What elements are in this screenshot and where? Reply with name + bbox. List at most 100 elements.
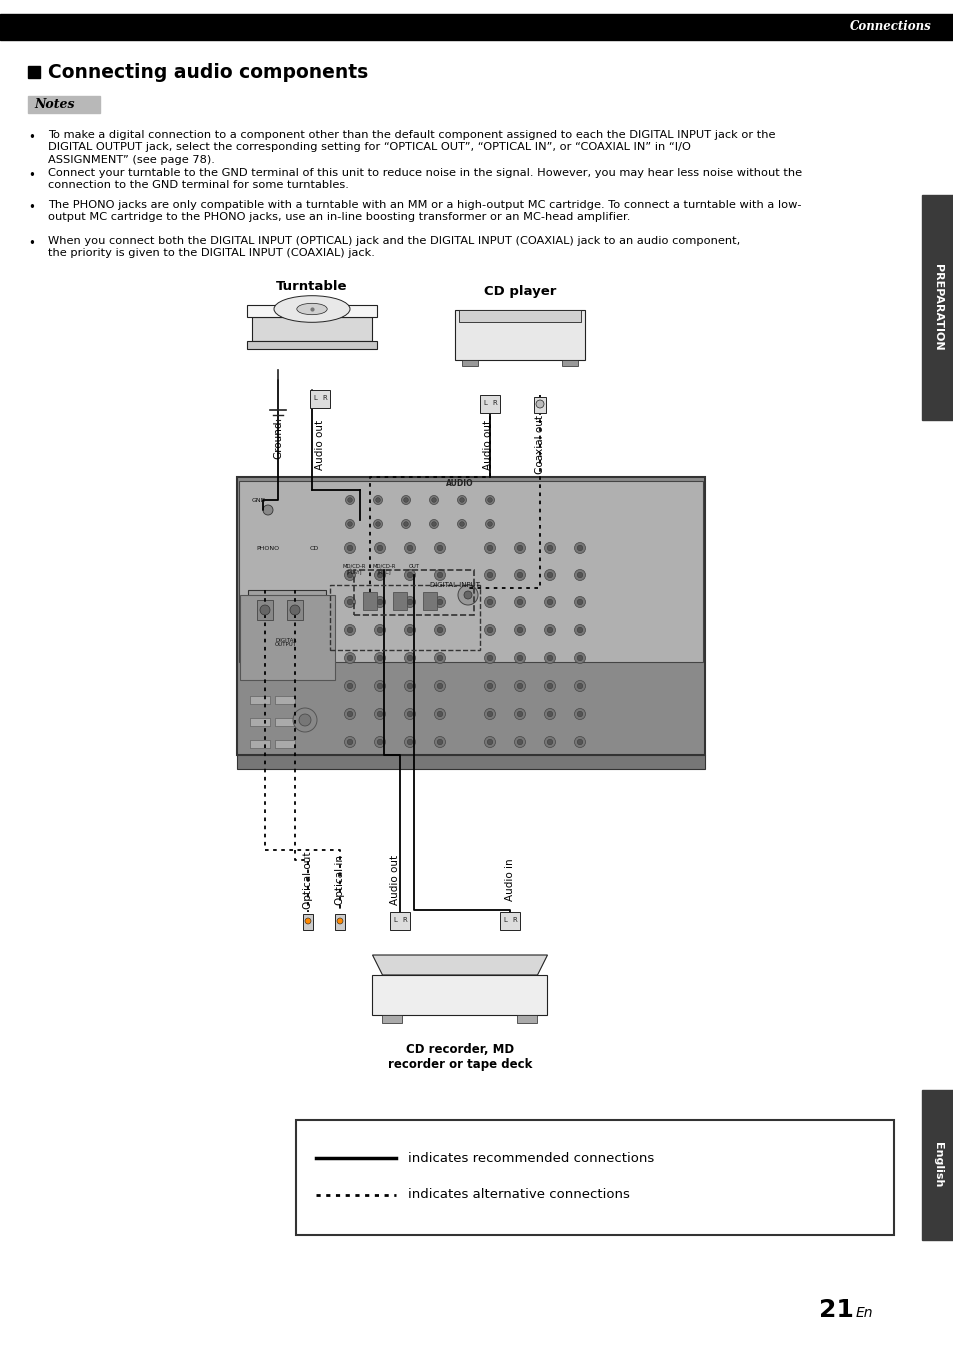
Circle shape [407, 655, 413, 661]
Text: CD player: CD player [483, 284, 556, 298]
Circle shape [517, 739, 522, 744]
Circle shape [263, 506, 273, 515]
Bar [252, 317, 372, 341]
Circle shape [459, 497, 464, 503]
Circle shape [514, 681, 525, 692]
Text: R: R [322, 395, 327, 400]
Circle shape [577, 712, 582, 717]
Circle shape [344, 709, 355, 720]
Circle shape [404, 709, 416, 720]
Circle shape [514, 736, 525, 748]
Bar [561, 360, 578, 367]
Circle shape [457, 496, 466, 504]
Circle shape [487, 497, 492, 503]
Circle shape [487, 627, 493, 632]
Circle shape [547, 573, 552, 578]
Text: OUTPUT: OUTPUT [274, 643, 296, 647]
Circle shape [344, 624, 355, 635]
Text: PREPARATION: PREPARATION [932, 264, 942, 350]
Circle shape [574, 736, 585, 748]
Text: R: R [402, 917, 407, 923]
Text: R: R [512, 917, 517, 923]
Circle shape [260, 605, 270, 615]
Bar [239, 481, 702, 662]
Bar [28, 96, 100, 113]
Circle shape [376, 600, 382, 605]
Circle shape [344, 736, 355, 748]
Circle shape [344, 652, 355, 663]
Circle shape [544, 624, 555, 635]
Circle shape [401, 519, 410, 528]
Text: Audio out: Audio out [482, 421, 493, 470]
Circle shape [375, 652, 385, 663]
Text: Audio out: Audio out [390, 855, 399, 905]
Circle shape [536, 400, 543, 408]
Circle shape [436, 683, 442, 689]
Circle shape [484, 624, 495, 635]
Circle shape [290, 605, 299, 615]
Circle shape [407, 683, 413, 689]
Circle shape [436, 600, 442, 605]
Text: When you connect both the DIGITAL INPUT (OPTICAL) jack and the DIGITAL INPUT (CO: When you connect both the DIGITAL INPUT … [48, 236, 740, 259]
Circle shape [434, 542, 445, 554]
Circle shape [348, 497, 352, 503]
Circle shape [434, 736, 445, 748]
Circle shape [434, 681, 445, 692]
Circle shape [404, 597, 416, 608]
Circle shape [457, 585, 477, 605]
Circle shape [574, 681, 585, 692]
Text: AUDIO: AUDIO [446, 480, 474, 488]
Text: English: English [932, 1142, 942, 1188]
Circle shape [487, 545, 493, 551]
Text: MD/CD-R: MD/CD-R [342, 563, 365, 569]
Circle shape [347, 573, 353, 578]
Circle shape [517, 627, 522, 632]
Circle shape [487, 683, 493, 689]
Circle shape [407, 600, 413, 605]
Circle shape [544, 736, 555, 748]
Circle shape [344, 569, 355, 581]
Bar [247, 341, 376, 349]
Text: DIGITAL INPUT: DIGITAL INPUT [430, 582, 479, 588]
Text: Audio in: Audio in [504, 859, 515, 902]
Circle shape [298, 714, 311, 727]
Circle shape [404, 681, 416, 692]
Circle shape [547, 655, 552, 661]
Circle shape [344, 597, 355, 608]
Circle shape [484, 709, 495, 720]
Bar [295, 1120, 893, 1235]
Text: Ground: Ground [273, 421, 283, 460]
Text: •: • [29, 201, 35, 214]
Bar [0, 13, 953, 40]
Text: •: • [29, 237, 35, 249]
Bar [479, 395, 499, 412]
Circle shape [577, 600, 582, 605]
Polygon shape [372, 954, 547, 975]
Bar [28, 66, 40, 78]
Circle shape [293, 708, 316, 732]
Bar [390, 913, 410, 930]
Text: CD recorder, MD
recorder or tape deck: CD recorder, MD recorder or tape deck [388, 1043, 532, 1072]
Circle shape [404, 542, 416, 554]
Bar [372, 975, 547, 1015]
Bar [461, 360, 477, 367]
Circle shape [407, 573, 413, 578]
Circle shape [336, 918, 343, 923]
Circle shape [375, 681, 385, 692]
Circle shape [375, 624, 385, 635]
Circle shape [574, 652, 585, 663]
Circle shape [574, 709, 585, 720]
Circle shape [347, 712, 353, 717]
Text: Connections: Connections [849, 20, 931, 34]
Circle shape [514, 542, 525, 554]
Text: indicates recommended connections: indicates recommended connections [408, 1151, 654, 1165]
Text: MD/CD-R: MD/CD-R [372, 563, 395, 569]
Bar [455, 310, 584, 360]
Circle shape [347, 683, 353, 689]
Text: L: L [393, 917, 396, 923]
Circle shape [544, 597, 555, 608]
Bar [274, 718, 294, 727]
Circle shape [459, 522, 464, 526]
Circle shape [376, 683, 382, 689]
Bar [393, 592, 407, 611]
